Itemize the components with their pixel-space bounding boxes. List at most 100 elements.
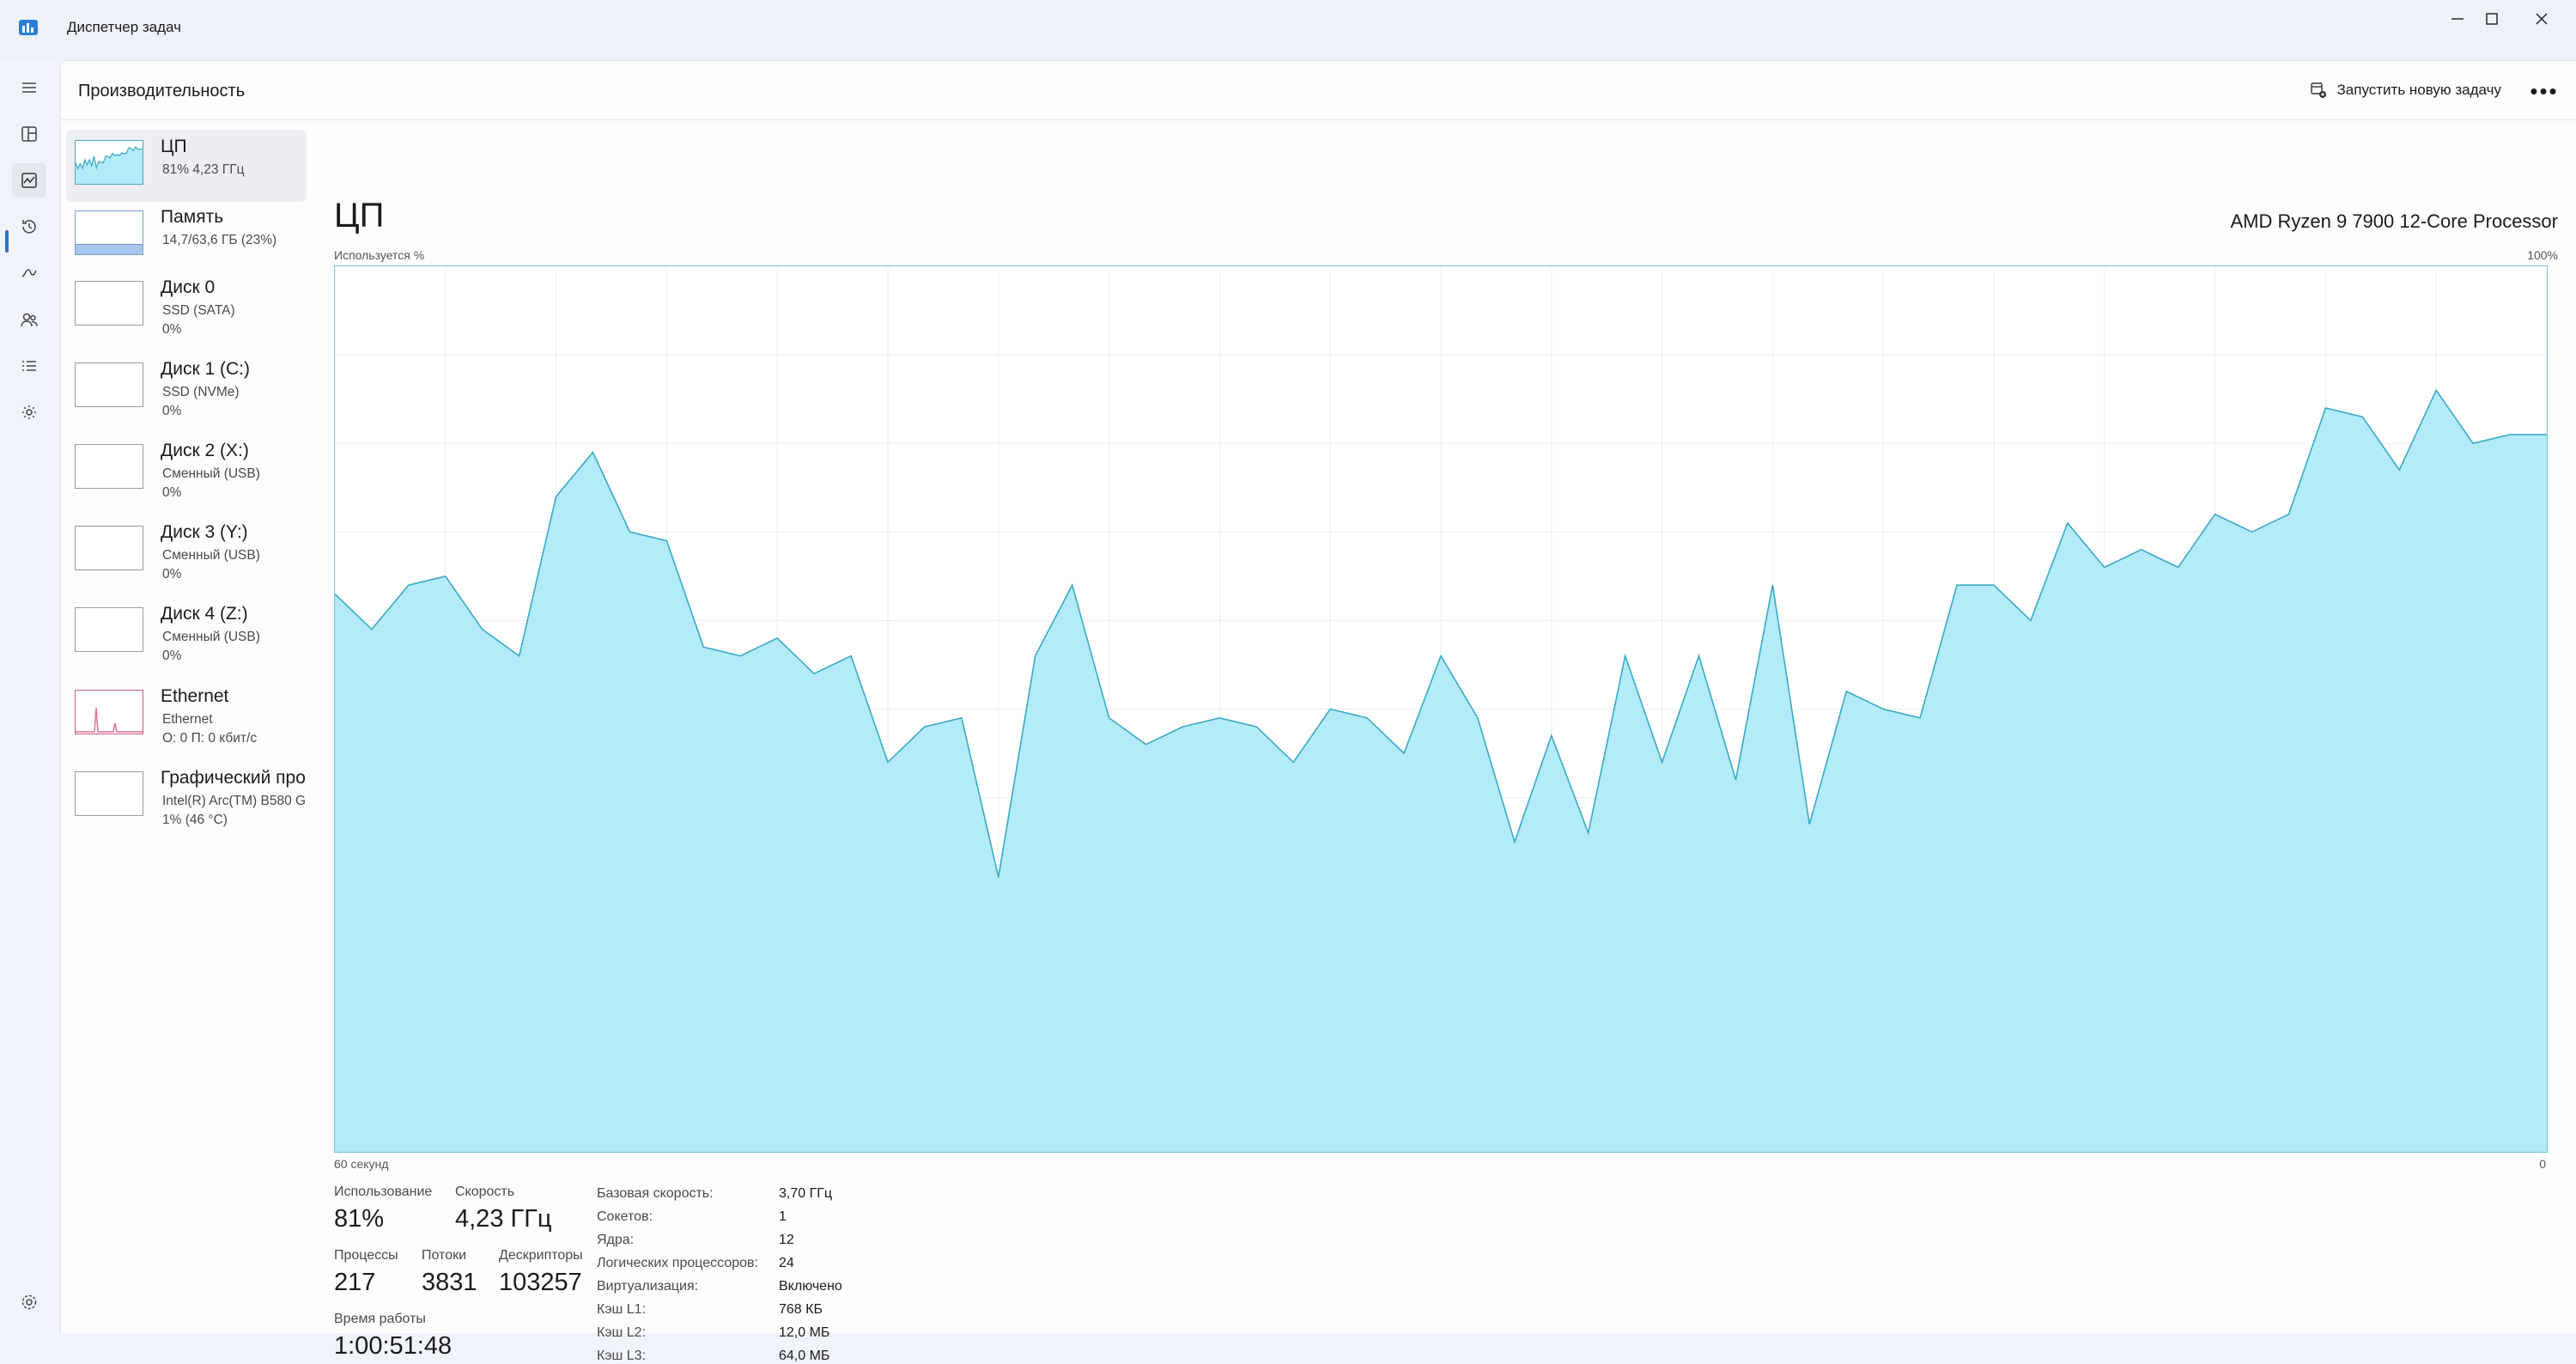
app-history-icon: [22, 220, 36, 234]
threads-value: 3831: [422, 1269, 477, 1296]
device-type: SSD (SATA): [162, 303, 235, 318]
nav-details[interactable]: [12, 349, 46, 383]
device-usage: 0%: [162, 404, 182, 418]
y-axis-max-label: 100%: [2527, 248, 2558, 262]
disk-thumbnail: [75, 281, 143, 326]
device-disk-3[interactable]: Диск 3 (Y:) Сменный (USB) 0%: [66, 515, 307, 588]
nav-performance[interactable]: [12, 163, 46, 198]
device-cpu[interactable]: ЦП 81% 4,23 ГГц: [66, 130, 307, 202]
gpu-thumbnail: [75, 771, 143, 816]
disk-thumbnail: [75, 526, 143, 570]
device-name: Графический про: [161, 768, 306, 788]
performance-panel: ЦП AMD Ryzen 9 7900 12-Core Processor Ис…: [334, 121, 2558, 1363]
device-usage: 0%: [162, 649, 182, 663]
x-axis-right-label: 0: [2539, 1157, 2546, 1171]
page-header: Производительность Запустить новую задач…: [61, 61, 2576, 120]
threads-label: Потоки: [422, 1248, 467, 1263]
device-name: ЦП: [161, 137, 187, 156]
device-detail: 14,7/63,6 ГБ (23%): [162, 233, 277, 247]
startup-apps-icon: [21, 269, 37, 277]
content-area: Производительность Запустить новую задач…: [60, 60, 2576, 1363]
nav-settings[interactable]: [12, 1285, 46, 1319]
maximize-button[interactable]: [2452, 0, 2531, 38]
performance-icon: [21, 173, 37, 188]
l1-cache-label: Кэш L1:: [597, 1302, 647, 1317]
sockets-value: 1: [779, 1209, 787, 1224]
logical-processors-label: Логических процессоров:: [597, 1256, 758, 1270]
sockets-label: Сокетов:: [597, 1209, 653, 1224]
cpu-thumb-area: [76, 147, 143, 184]
device-type: Intel(R) Arc(TM) B580 Gr: [162, 794, 307, 808]
device-type: Сменный (USB): [162, 548, 260, 563]
cpu-thumb-line: [76, 145, 143, 171]
run-new-task-label: Запустить новую задачу: [2336, 82, 2501, 98]
nav-app-history[interactable]: [12, 210, 46, 244]
nav-selected-indicator: [5, 230, 9, 253]
nav-users[interactable]: [12, 302, 46, 337]
cores-value: 12: [779, 1233, 794, 1247]
disk-thumbnail: [75, 362, 143, 407]
device-name: Память: [161, 207, 224, 227]
usage-label: Использование: [334, 1184, 433, 1199]
cores-label: Ядра:: [597, 1233, 635, 1247]
device-disk-2[interactable]: Диск 2 (X:) Сменный (USB) 0%: [66, 434, 307, 506]
usage-value: 81%: [334, 1205, 385, 1233]
l2-cache-label: Кэш L2:: [597, 1325, 647, 1340]
processes-value: 217: [334, 1269, 376, 1296]
device-name: Диск 3 (Y:): [161, 522, 248, 542]
device-memory[interactable]: Память 14,7/63,6 ГБ (23%): [66, 200, 307, 272]
speed-value: 4,23 ГГц: [455, 1205, 552, 1233]
device-throughput: О: 0 П: 0 кбит/с: [162, 731, 258, 746]
device-usage: 0%: [162, 485, 182, 500]
device-type: Ethernet: [162, 712, 213, 727]
details-icon: [22, 361, 36, 371]
services-icon: [22, 405, 36, 419]
handles-value: 103257: [499, 1269, 582, 1296]
l2-cache-value: 12,0 МБ: [779, 1325, 830, 1340]
speed-label: Скорость: [455, 1184, 515, 1199]
virtualization-value: Включено: [779, 1279, 842, 1294]
device-type: Сменный (USB): [162, 630, 260, 644]
handles-label: Дескрипторы: [499, 1248, 583, 1263]
y-axis-label: Используется %: [334, 248, 425, 262]
ethernet-thumbnail: [75, 690, 143, 734]
window-title: Диспетчер задач: [67, 19, 181, 35]
device-disk-4[interactable]: Диск 4 (Z:) Сменный (USB) 0%: [66, 597, 307, 669]
device-ethernet[interactable]: Ethernet Ethernet О: 0 П: 0 кбит/с: [66, 679, 307, 752]
device-name: Диск 1 (C:): [161, 359, 250, 379]
settings-icon: [21, 1294, 37, 1310]
base-speed-label: Базовая скорость:: [597, 1186, 714, 1201]
logical-processors-value: 24: [779, 1256, 794, 1270]
resource-title: ЦП: [334, 197, 385, 234]
device-gpu[interactable]: Графический про Intel(R) Arc(TM) B580 Gr…: [66, 761, 307, 833]
device-usage: 0%: [162, 322, 182, 337]
maximize-icon: [2486, 13, 2498, 25]
close-button[interactable]: [2507, 0, 2576, 38]
cpu-usage-area: [335, 390, 2547, 1152]
hamburger-menu-icon: [22, 82, 36, 93]
nav-processes[interactable]: [12, 117, 46, 151]
memory-thumbnail: [75, 210, 143, 255]
minimize-button[interactable]: [2418, 0, 2497, 38]
device-name: Ethernet: [161, 686, 229, 706]
more-options-button[interactable]: •••: [2530, 77, 2559, 104]
close-icon: [2536, 13, 2548, 25]
device-disk-0[interactable]: Диск 0 SSD (SATA) 0%: [66, 271, 307, 343]
uptime-value: 1:00:51:48: [334, 1332, 453, 1360]
disk-thumbnail: [75, 607, 143, 652]
nav-services[interactable]: [12, 395, 46, 429]
task-manager-app-icon: [19, 20, 38, 35]
device-name: Диск 4 (Z:): [161, 604, 248, 624]
ethernet-activity-graph: [76, 707, 143, 733]
device-usage: 0%: [162, 567, 182, 582]
l1-cache-value: 768 КБ: [779, 1302, 823, 1317]
device-disk-1[interactable]: Диск 1 (C:) SSD (NVMe) 0%: [66, 352, 307, 424]
device-usage: 1% (46 °C): [162, 813, 228, 827]
cpu-usage-line: [335, 388, 2547, 878]
hamburger-menu-button[interactable]: [12, 70, 46, 105]
x-axis-left-label: 60 секунд: [334, 1157, 389, 1171]
l3-cache-label: Кэш L3:: [597, 1349, 647, 1363]
device-type: Сменный (USB): [162, 466, 260, 481]
nav-startup-apps[interactable]: [12, 256, 46, 290]
run-new-task-button[interactable]: Запустить новую задачу: [2310, 75, 2501, 106]
